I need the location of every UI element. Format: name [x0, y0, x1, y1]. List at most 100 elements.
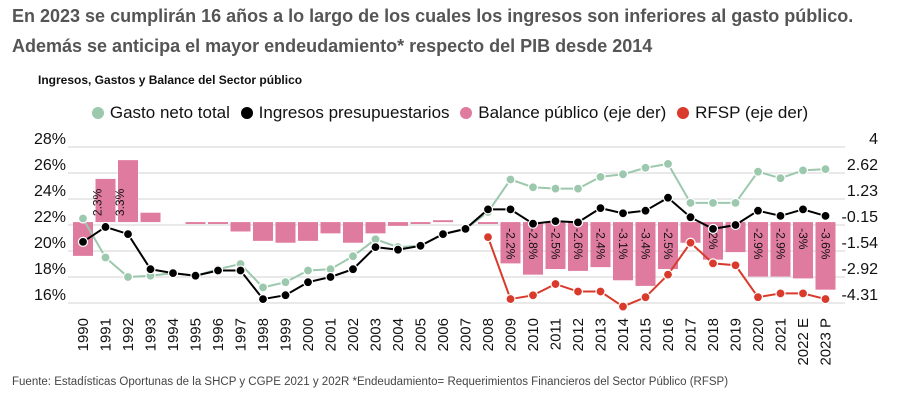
balance-bar [140, 212, 161, 223]
legend-label: Ingresos presupuestarios [258, 103, 450, 122]
balance-bar [253, 222, 273, 241]
legend-item-ingresos: Ingresos presupuestarios [240, 103, 450, 123]
ingresos-point [145, 264, 156, 275]
ingresos-point [550, 216, 561, 227]
x-tick-label: 2002 [345, 318, 362, 351]
legend-swatch [460, 107, 473, 119]
x-tick-label: 2017 [683, 318, 700, 351]
x-tick-label: 2022 E [795, 318, 812, 366]
x-tick-label: 2008 [480, 318, 497, 351]
balance-bar [568, 222, 588, 271]
balance-bar [118, 160, 138, 223]
gasto-point [505, 174, 516, 185]
ingresos-point [190, 270, 201, 281]
x-tick-label: 2007 [458, 318, 475, 351]
ingresos-point [100, 221, 111, 233]
right-tick-label: 2.62 [847, 157, 878, 174]
balance-bar [410, 222, 431, 224]
ingresos-point [437, 229, 449, 240]
balance-bar [95, 178, 116, 223]
legend-label: Balance público (eje der) [478, 103, 667, 122]
gasto-point [797, 165, 809, 176]
ingresos-point [617, 208, 629, 219]
bar-data-label: -2.9% [751, 228, 765, 260]
balance-bar [208, 222, 228, 224]
balance-bar [658, 222, 678, 270]
rfsp-line [487, 236, 826, 308]
rfsp-point [820, 293, 831, 305]
gasto-point [595, 171, 606, 182]
balance-bar [275, 222, 296, 243]
ingresos-point [482, 204, 494, 215]
balance-bar [185, 222, 206, 224]
bar-data-label: 2.3% [91, 188, 105, 216]
left-tick-label: 22% [34, 209, 66, 226]
x-tick-label: 2019 [728, 318, 745, 351]
bar-data-label: -2.2% [504, 228, 518, 260]
x-tick-label: 1998 [255, 318, 272, 351]
x-tick-label: 1992 [120, 318, 137, 351]
x-tick-label: 2011 [548, 318, 565, 350]
chart-title-line1: En 2023 se cumplirán 16 años a lo largo … [12, 6, 854, 26]
balance-bar [478, 222, 498, 224]
x-tick-label: 2006 [435, 318, 452, 351]
gasto-point [707, 197, 719, 208]
rfsp-point [550, 278, 561, 290]
balance-bar [545, 222, 566, 270]
bar-data-label: -3.6% [819, 228, 833, 260]
bar-data-label: -2.8% [526, 228, 540, 260]
gasto-point [617, 169, 629, 180]
legend-item-balance: Balance público (eje der) [460, 103, 666, 123]
balance-bar [298, 222, 318, 241]
rfsp-point [595, 286, 606, 297]
ingresos-point [752, 205, 764, 216]
x-tick-label: 2018 [705, 318, 722, 351]
balance-bar [770, 222, 791, 277]
ingresos-point [280, 290, 291, 301]
ingresos-point [640, 205, 651, 216]
x-tick-label: 2020 [750, 318, 767, 351]
x-tick-label: 2003 [368, 318, 385, 351]
x-tick-label: 2013 [593, 318, 610, 351]
legend-swatch [91, 107, 104, 119]
legend-label: Gasto neto total [109, 103, 230, 122]
left-tick-label: 18% [34, 261, 66, 278]
x-tick-label: 1996 [210, 318, 227, 351]
x-tick-label: 2009 [503, 318, 520, 351]
x-tick-label: 2005 [413, 318, 430, 351]
ingresos-point [730, 219, 741, 231]
x-tick-label: 1999 [278, 318, 295, 351]
gasto-point [77, 213, 89, 224]
right-tick-label: -0.15 [842, 209, 879, 226]
ingresos-point [415, 240, 426, 251]
gasto-point [730, 197, 741, 208]
gasto-point [775, 173, 786, 184]
gasto-point [820, 164, 831, 175]
ingresos-point [595, 203, 606, 214]
gasto-point [640, 162, 651, 173]
left-tick-label: 28% [34, 131, 66, 148]
bar-data-label: -2.9% [774, 228, 788, 260]
x-tick-label: 1993 [143, 318, 160, 351]
legend-item-gasto: Gasto neto total [91, 103, 230, 123]
rfsp-point [752, 292, 764, 303]
rfsp-point [797, 288, 809, 299]
rfsp-point [775, 288, 786, 299]
ingresos-point [685, 212, 696, 223]
balance-bar [680, 222, 701, 243]
right-tick-label: 1.23 [847, 183, 878, 200]
ingresos-point [167, 268, 179, 279]
legend: Gasto neto total Ingresos presupuestario… [0, 103, 900, 124]
x-tick-label: 2021 [773, 318, 790, 351]
ingresos-point [797, 204, 809, 215]
gasto-point [100, 252, 111, 263]
gasto-point [752, 166, 764, 177]
gasto-point [685, 197, 696, 208]
x-tick-label: 2015 [638, 318, 655, 351]
ingresos-point [370, 242, 381, 253]
right-tick-label: 4 [869, 131, 878, 148]
ingresos-point [302, 277, 314, 288]
ingresos-point [820, 210, 831, 221]
left-tick-label: 24% [34, 183, 66, 200]
legend-item-rfsp: RFSP (eje der) [677, 103, 808, 123]
